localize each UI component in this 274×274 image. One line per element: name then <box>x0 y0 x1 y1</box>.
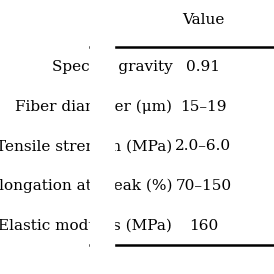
Text: Elastic modulus (MPa): Elastic modulus (MPa) <box>0 219 172 233</box>
Text: Tensile strength (MPa): Tensile strength (MPa) <box>0 139 172 154</box>
Text: Fiber diameter (μm): Fiber diameter (μm) <box>15 100 172 114</box>
Text: Value: Value <box>182 13 224 27</box>
Text: 2.0–6.0: 2.0–6.0 <box>175 139 232 153</box>
Text: 160: 160 <box>189 219 218 233</box>
Text: 70–150: 70–150 <box>175 179 232 193</box>
Text: 15–19: 15–19 <box>180 100 227 114</box>
Text: Specific gravity: Specific gravity <box>52 60 172 74</box>
Text: Elongation at break (%): Elongation at break (%) <box>0 179 172 193</box>
Text: 0.91: 0.91 <box>186 60 220 74</box>
Bar <box>90 1 114 273</box>
